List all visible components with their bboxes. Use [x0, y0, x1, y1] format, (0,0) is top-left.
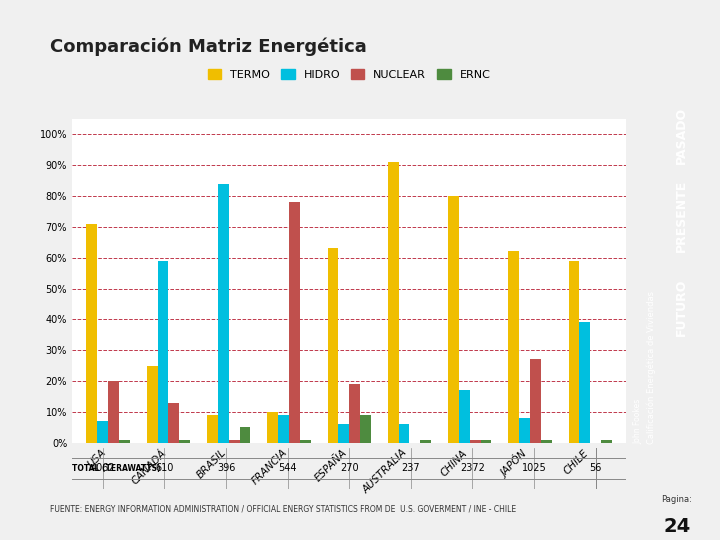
- Text: 270: 270: [340, 463, 359, 474]
- Bar: [267, 412, 278, 443]
- Bar: [328, 248, 338, 443]
- Bar: [569, 261, 580, 443]
- Text: 544: 544: [279, 463, 297, 474]
- Bar: [541, 440, 552, 443]
- Bar: [388, 162, 399, 443]
- Text: Comparación Matriz Energética: Comparación Matriz Energética: [50, 38, 367, 56]
- Text: 610: 610: [156, 463, 174, 474]
- Text: FUENTE: ENERGY INFORMATION ADMINISTRATION / OFFICIAL ENERGY STATISTICS FROM DE  : FUENTE: ENERGY INFORMATION ADMINISTRATIO…: [50, 504, 516, 513]
- Bar: [300, 440, 310, 443]
- Text: John Fookes: John Fookes: [634, 399, 642, 444]
- Bar: [580, 322, 590, 443]
- Bar: [207, 415, 218, 443]
- Bar: [289, 202, 300, 443]
- Bar: [97, 421, 108, 443]
- Bar: [86, 224, 97, 443]
- Legend: TERMO, HIDRO, NUCLEAR, ERNC: TERMO, HIDRO, NUCLEAR, ERNC: [204, 66, 494, 83]
- Bar: [360, 415, 371, 443]
- Text: PRESENTE: PRESENTE: [675, 180, 688, 252]
- Bar: [530, 360, 541, 443]
- Bar: [147, 366, 158, 443]
- Bar: [420, 440, 431, 443]
- Text: 24: 24: [663, 517, 690, 536]
- Bar: [119, 440, 130, 443]
- Bar: [508, 252, 519, 443]
- Bar: [278, 415, 289, 443]
- Text: FUTURO: FUTURO: [675, 279, 688, 336]
- Text: 2372: 2372: [460, 463, 485, 474]
- Text: 396: 396: [217, 463, 235, 474]
- Bar: [349, 384, 360, 443]
- Bar: [480, 440, 492, 443]
- Text: 56: 56: [590, 463, 602, 474]
- Bar: [218, 184, 229, 443]
- Bar: [158, 261, 168, 443]
- Text: PASADO: PASADO: [675, 106, 688, 164]
- Bar: [179, 440, 190, 443]
- Bar: [108, 381, 119, 443]
- Bar: [469, 440, 480, 443]
- Text: Calificación Energética de Viviendas: Calificación Energética de Viviendas: [646, 291, 656, 444]
- Bar: [229, 440, 240, 443]
- Bar: [519, 418, 530, 443]
- Text: 1025: 1025: [521, 463, 546, 474]
- Text: TOTAL (TERAWATTS): TOTAL (TERAWATTS): [72, 464, 161, 473]
- Bar: [399, 424, 410, 443]
- Bar: [168, 403, 179, 443]
- Text: 4062: 4062: [91, 463, 115, 474]
- Bar: [601, 440, 612, 443]
- Bar: [338, 424, 349, 443]
- Bar: [448, 196, 459, 443]
- Text: Pagina:: Pagina:: [662, 495, 692, 504]
- Text: 237: 237: [402, 463, 420, 474]
- Bar: [459, 390, 469, 443]
- Bar: [240, 427, 251, 443]
